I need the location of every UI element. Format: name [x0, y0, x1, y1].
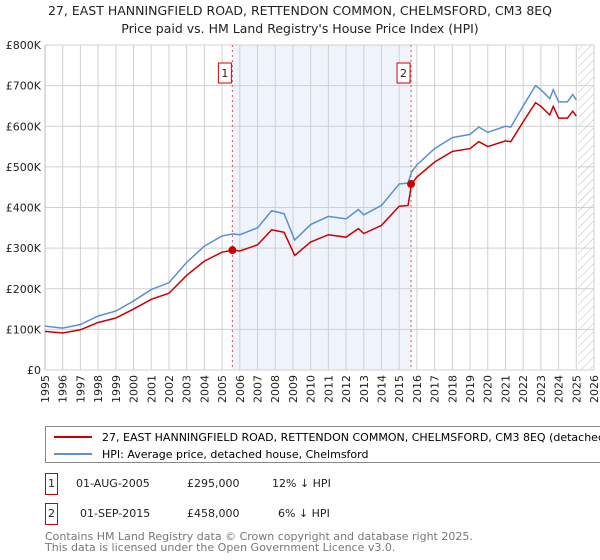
sale-label-box	[217, 62, 232, 84]
hpi-line	[44, 84, 577, 329]
x-tick-label: 2002	[163, 375, 176, 403]
x-tick-label: 2006	[234, 375, 247, 403]
sale-point	[407, 179, 416, 188]
x-tick-label: 1995	[39, 375, 52, 403]
x-tick-label: 2020	[482, 375, 495, 403]
legend-item-hpi: HPI: Average price, detached house, Chel…	[54, 447, 368, 461]
x-tick-label: 2008	[269, 375, 282, 403]
y-tick-label: £0	[27, 364, 41, 377]
y-tick-label: £600K	[6, 120, 42, 133]
sale-label: 1	[221, 67, 228, 80]
sale-date: 01-AUG-2005	[76, 477, 150, 490]
legend-item-property: 27, EAST HANNINGFIELD ROAD, RETTENDON CO…	[54, 430, 600, 444]
x-tick-label: 2003	[181, 375, 194, 403]
sale-badge: 1	[45, 473, 58, 495]
x-tick-label: 2000	[128, 375, 141, 403]
x-tick-label: 2005	[216, 375, 229, 403]
sale-label: 2	[400, 67, 407, 80]
sale-point	[228, 246, 237, 255]
y-tick-label: £200K	[6, 283, 42, 296]
x-tick-label: 2015	[393, 375, 406, 403]
chart-subtitle: Price paid vs. HM Land Registry's House …	[121, 21, 479, 36]
sale-hpi-diff: 6% ↓ HPI	[278, 507, 330, 520]
footer: Contains HM Land Registry data © Crown c…	[45, 531, 473, 553]
x-tick-label: 1997	[74, 375, 87, 403]
y-tick-label: £100K	[6, 323, 42, 336]
x-tick-label: 1999	[110, 375, 123, 403]
sale-hpi-diff: 12% ↓ HPI	[272, 477, 331, 490]
chart-title: 27, EAST HANNINGFIELD ROAD, RETTENDON CO…	[47, 3, 553, 18]
x-tick-label: 2024	[553, 375, 566, 403]
x-tick-label: 1998	[92, 375, 105, 403]
x-tick-label: 2010	[305, 375, 318, 403]
x-tick-label: 2013	[358, 375, 371, 403]
sale-label-box	[396, 62, 411, 84]
x-tick-label: 2004	[198, 375, 211, 403]
x-tick-label: 2012	[340, 375, 353, 403]
legend-swatch	[54, 453, 92, 455]
x-tick-label: 2016	[411, 375, 424, 403]
price-chart: 1995 1996 1997 1998 1999 2000 2001 2002 2003 2004…	[6, 39, 600, 403]
legend-label: HPI: Average price, detached house, Chel…	[102, 447, 369, 461]
sale-price: £458,000	[187, 507, 240, 520]
x-tick-label: 1996	[57, 375, 70, 403]
footer-line: This data is licensed under the Open Gov…	[45, 541, 396, 554]
x-tick-label: 2007	[252, 375, 265, 403]
property-price-line	[44, 101, 577, 334]
y-tick-label: £300K	[6, 242, 42, 255]
x-tick-label: 2023	[535, 375, 548, 403]
x-tick-label: 2026	[588, 375, 600, 403]
y-tick-label: £800K	[6, 39, 42, 52]
y-tick-label: £700K	[6, 80, 42, 93]
x-tick-label: 2022	[517, 375, 530, 403]
x-tick-label: 2018	[446, 375, 459, 403]
sale-badge: 2	[45, 503, 58, 525]
x-tick-label: 2011	[322, 375, 335, 403]
y-tick-label: £400K	[6, 202, 42, 215]
x-tick-label: 2021	[499, 375, 512, 403]
footer-line: Contains HM Land Registry data © Crown c…	[45, 530, 473, 543]
legend-label: 27, EAST HANNINGFIELD ROAD, RETTENDON CO…	[102, 430, 600, 444]
y-tick-label: £500K	[6, 161, 42, 174]
x-tick-label: 2014	[375, 375, 388, 403]
x-tick-label: 2019	[464, 375, 477, 403]
x-tick-label: 2017	[429, 375, 442, 403]
sale-date: 01-SEP-2015	[80, 507, 151, 520]
legend-swatch	[54, 436, 92, 438]
x-tick-label: 2009	[287, 375, 300, 403]
x-tick-label: 2025	[570, 375, 583, 403]
x-tick-label: 2001	[145, 375, 158, 403]
sale-price: £295,000	[187, 477, 240, 490]
legend: 27, EAST HANNINGFIELD ROAD, RETTENDON CO…	[45, 426, 600, 463]
